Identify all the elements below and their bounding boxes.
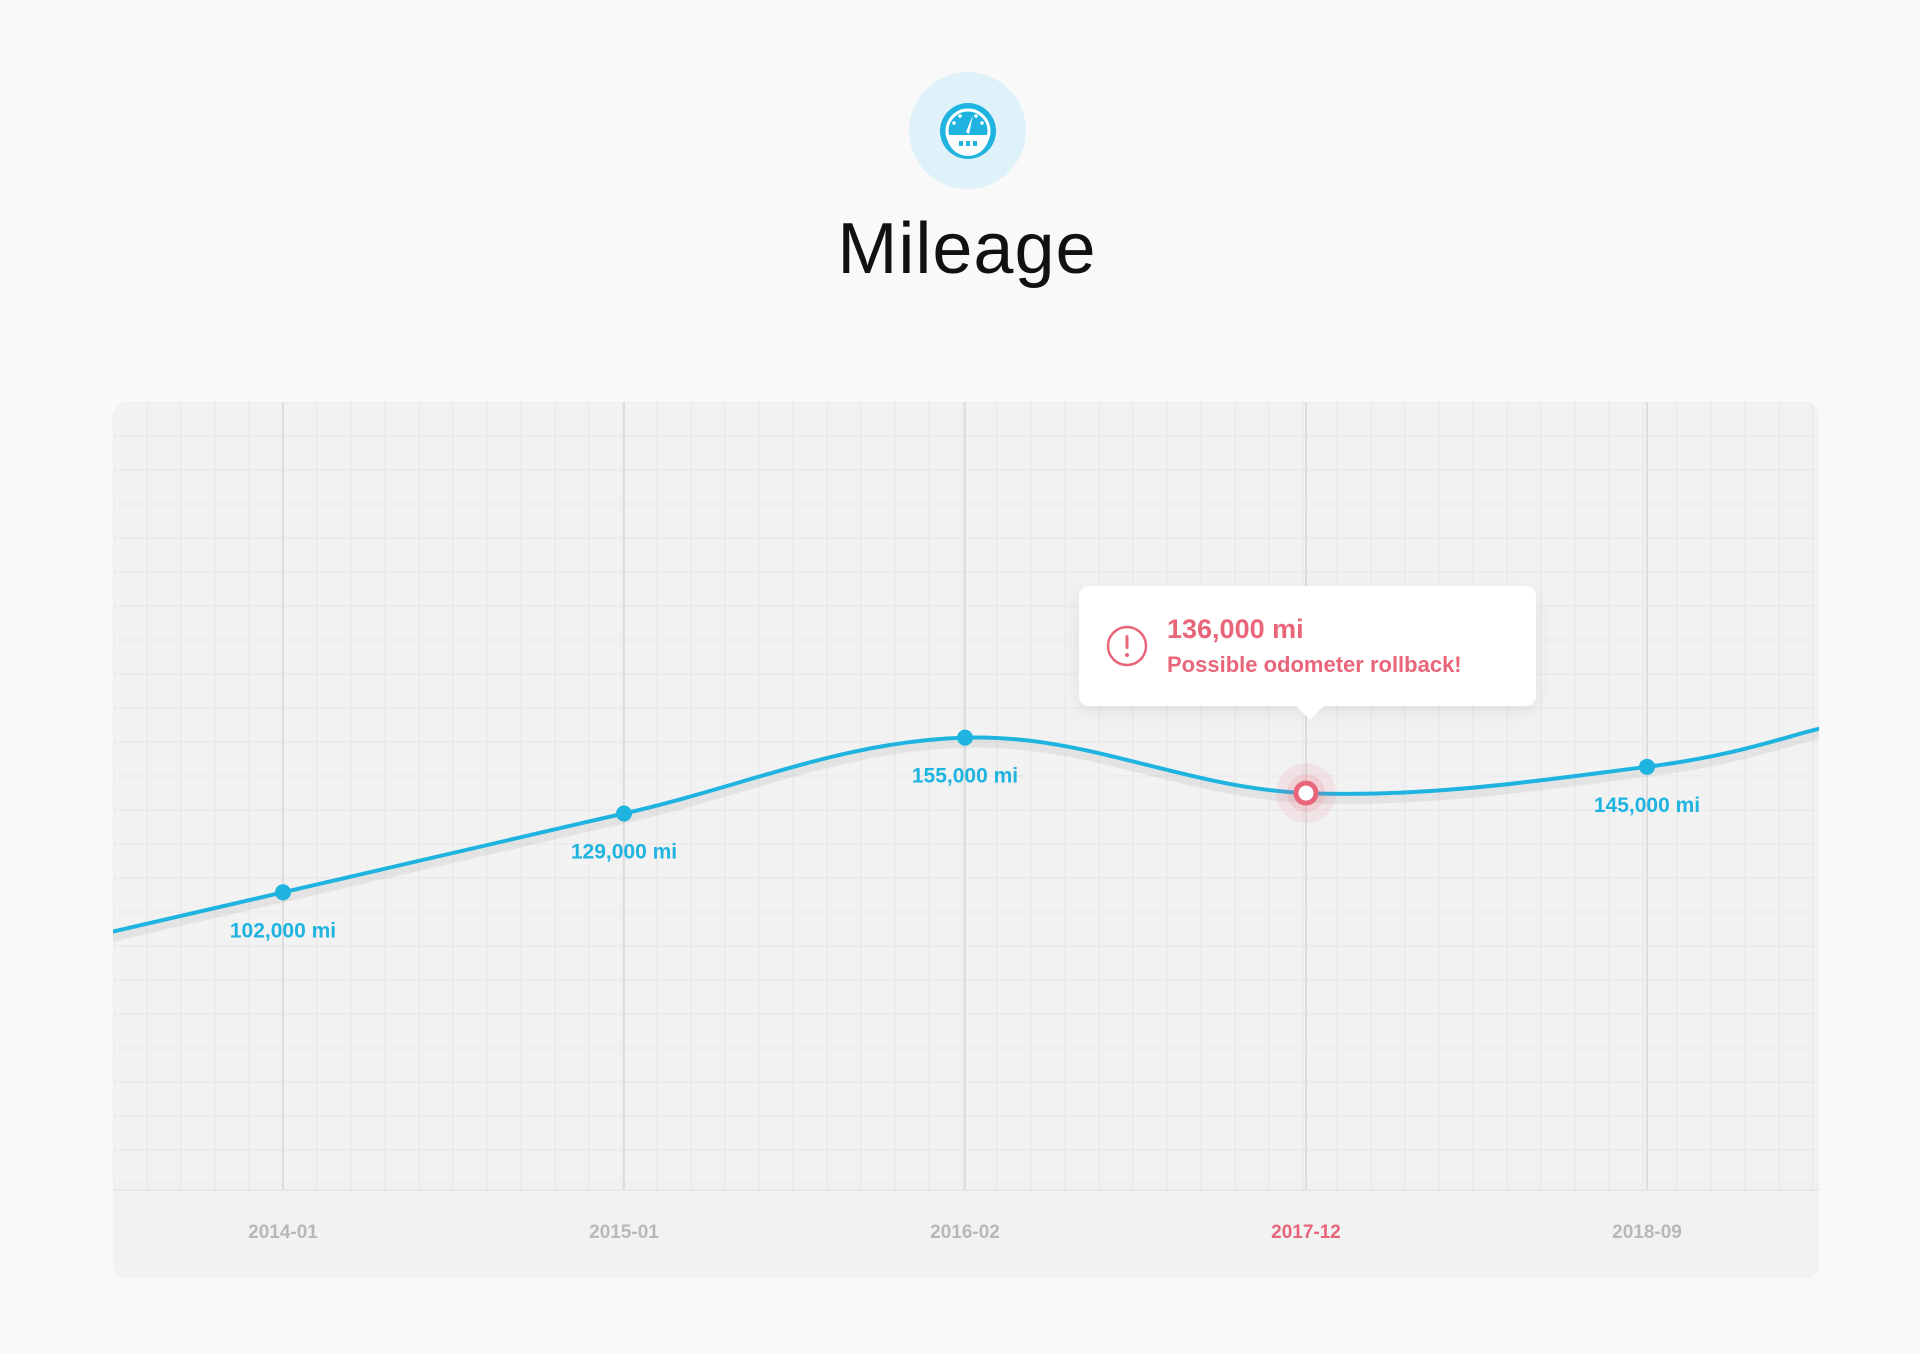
data-point <box>616 805 632 822</box>
data-label: 155,000 mi <box>912 765 1018 788</box>
x-tick-label: 2017-12 <box>1271 1222 1341 1243</box>
x-tick-label: 2014-01 <box>248 1222 318 1243</box>
data-label: 145,000 mi <box>1594 794 1700 817</box>
data-label: 102,000 mi <box>230 919 336 942</box>
x-tick-label: 2015-01 <box>589 1222 659 1243</box>
tooltip-mileage-value: 136,000 mi <box>1167 614 1304 644</box>
data-point <box>957 729 973 746</box>
x-tick-label: 2016-02 <box>930 1222 1000 1243</box>
data-label: 129,000 mi <box>571 841 677 864</box>
tooltip-warning-message: Possible odometer rollback! <box>1167 652 1462 677</box>
mileage-chart: 102,000 mi 129,000 mi 155,000 mi 145,000 mi… <box>113 402 1819 1278</box>
speedometer-icon <box>909 72 1026 189</box>
mileage-chart-svg: 102,000 mi 129,000 mi 155,000 mi 145,000 mi… <box>113 402 1819 1243</box>
rollback-tooltip: 136,000 mi Possible odometer rollback! <box>1079 586 1536 720</box>
alert-circle-icon <box>1106 625 1148 667</box>
page-title: Mileage <box>837 209 1097 289</box>
x-tick-label: 2018-09 <box>1612 1222 1682 1243</box>
alert-data-point <box>1293 780 1319 806</box>
data-point <box>1639 758 1655 775</box>
data-point <box>275 884 291 901</box>
